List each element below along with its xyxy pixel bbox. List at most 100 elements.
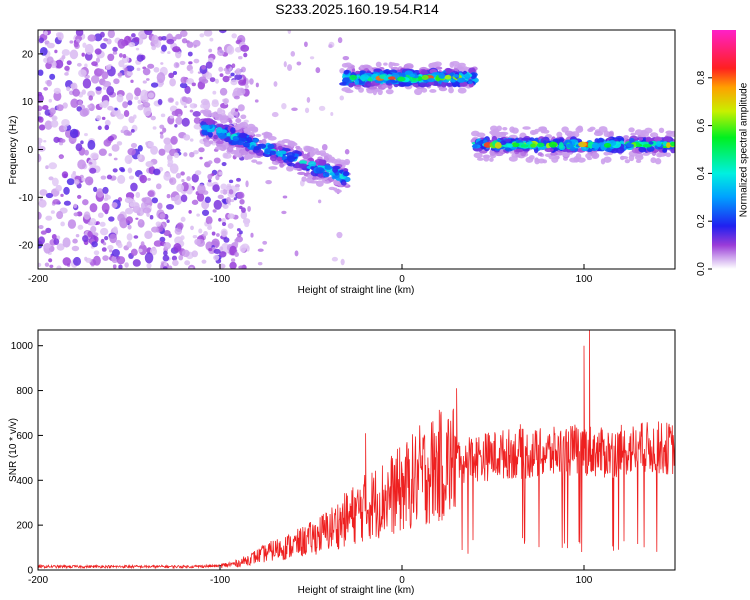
heatmap-band-blob — [234, 152, 242, 158]
heatmap-speckle — [94, 48, 102, 55]
heatmap-speckle — [117, 213, 125, 222]
heatmap-band-blob — [246, 123, 256, 131]
heatmap-speckle — [69, 128, 79, 139]
heatmap-speckle — [149, 215, 154, 220]
heatmap-band-blob — [628, 143, 635, 148]
heatmap-speckle — [184, 260, 191, 266]
heatmap-band-blob — [591, 142, 600, 149]
heatmap-band-blob — [328, 186, 336, 191]
heatmap-speckle — [193, 150, 199, 155]
heatmap-speckle — [39, 189, 48, 196]
heatmap-band-blob — [315, 167, 325, 174]
heatmap-band-blob — [645, 136, 652, 143]
heatmap-speckle — [112, 226, 118, 233]
heatmap-speckle — [133, 114, 137, 119]
heatmap-speckle — [66, 60, 72, 66]
heatmap-speckle — [129, 202, 136, 208]
heatmap-speckle — [172, 259, 179, 267]
heatmap-speckle — [194, 238, 201, 246]
heatmap-band-blob — [665, 152, 672, 158]
heatmap-speckle — [196, 213, 200, 217]
heatmap-speckle — [137, 153, 143, 160]
heatmap-speckle — [234, 241, 239, 247]
heatmap-band-blob — [342, 171, 350, 177]
heatmap-speckle — [239, 205, 243, 210]
heatmap-speckle — [139, 174, 148, 184]
heatmap-speckle — [107, 30, 115, 39]
heatmap-speckle — [81, 52, 85, 57]
heatmap-band-blob — [548, 141, 558, 148]
heatmap-band-blob — [511, 142, 520, 148]
heatmap-speckle — [130, 142, 138, 149]
heatmap-speckle — [95, 221, 100, 225]
heatmap-speckle — [225, 70, 231, 75]
heatmap-speckle — [128, 116, 135, 124]
heatmap-speckle — [180, 235, 185, 241]
heatmap-band-blob — [298, 160, 308, 165]
heatmap-speckle — [221, 221, 227, 227]
heatmap-band-blob — [268, 166, 278, 170]
heatmap-speckle — [136, 67, 141, 71]
heatmap-speckle — [93, 186, 98, 193]
heatmap-band-blob — [575, 126, 584, 133]
heatmap-band-blob — [492, 131, 502, 137]
heatmap-speckle — [191, 82, 196, 87]
heatmap-speckle — [100, 175, 107, 180]
heatmap-speckle — [235, 186, 240, 192]
heatmap-speckle — [166, 203, 175, 210]
snr-frame — [37, 329, 676, 571]
heatmap-speckle — [116, 113, 125, 120]
heatmap-y-tick-label: 10 — [22, 97, 34, 108]
heatmap-band-blob — [476, 157, 484, 161]
heatmap-band-blob — [476, 132, 486, 138]
heatmap-band-blob — [224, 137, 230, 143]
heatmap-speckle — [304, 107, 310, 114]
heatmap-speckle — [84, 149, 89, 156]
heatmap-band-blob — [483, 156, 490, 162]
heatmap-speckle — [201, 259, 207, 264]
heatmap-speckle — [141, 197, 147, 203]
heatmap-speckle — [173, 62, 180, 69]
heatmap-speckle — [144, 30, 153, 36]
heatmap-speckle — [66, 86, 71, 92]
heatmap-speckle — [102, 86, 107, 90]
heatmap-speckle — [176, 222, 184, 230]
heatmap-speckle — [96, 188, 104, 198]
heatmap-band-blob — [630, 132, 637, 136]
heatmap-speckle — [181, 38, 188, 44]
heatmap-speckle — [230, 258, 236, 263]
heatmap-speckle — [118, 60, 125, 68]
heatmap-speckle — [216, 233, 220, 237]
heatmap-speckle — [46, 79, 52, 87]
heatmap-speckle — [103, 139, 112, 147]
heatmap-speckle — [131, 33, 136, 38]
heatmap-speckle — [199, 156, 203, 160]
heatmap-speckle — [169, 115, 175, 119]
heatmap-speckle — [255, 82, 259, 88]
heatmap-speckle — [170, 135, 178, 145]
heatmap-speckle — [87, 34, 97, 42]
heatmap-speckle — [257, 261, 263, 266]
heatmap-speckle — [74, 179, 80, 185]
heatmap-speckle — [213, 157, 221, 164]
heatmap-band-blob — [513, 148, 524, 153]
heatmap-speckle — [45, 165, 49, 170]
heatmap-speckle — [257, 248, 264, 252]
heatmap-speckle — [127, 167, 133, 174]
heatmap-speckle — [228, 189, 234, 195]
heatmap-speckle — [60, 221, 65, 227]
heatmap-speckle — [99, 102, 105, 108]
heatmap-speckle — [75, 233, 80, 238]
heatmap-band-blob — [666, 142, 671, 149]
heatmap-band-blob — [349, 74, 357, 81]
heatmap-speckle — [186, 78, 195, 85]
heatmap-speckle — [321, 143, 328, 151]
heatmap-speckle — [75, 30, 84, 37]
heatmap-speckle — [104, 124, 110, 131]
heatmap-speckle — [152, 126, 157, 130]
heatmap-speckle — [126, 233, 133, 241]
heatmap-speckle — [72, 256, 82, 266]
heatmap-band-blob — [544, 147, 554, 153]
heatmap-speckle — [173, 243, 182, 252]
